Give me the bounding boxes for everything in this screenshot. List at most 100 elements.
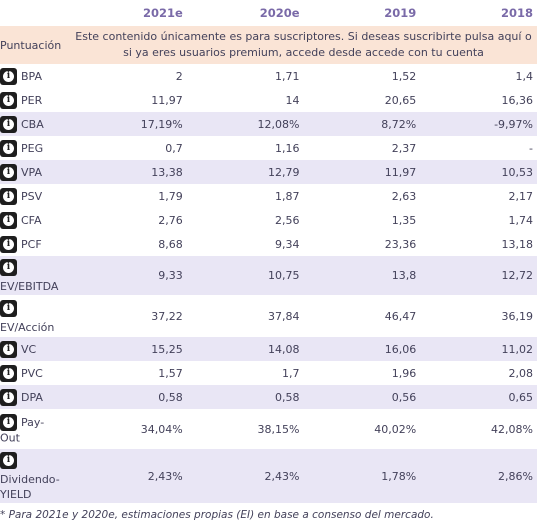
info-icon[interactable]: i: [0, 211, 17, 229]
info-icon[interactable]: i: [0, 187, 17, 205]
table-row: i CFA 2,76 2,56 1,35 1,74: [0, 208, 537, 232]
value-2018: 13,18: [420, 232, 537, 256]
value-2019: 2,37: [303, 136, 421, 160]
puntuacion-label: Puntuación: [0, 26, 70, 64]
row-label: i EV/EBITDA: [0, 256, 70, 295]
table-header-row: 2021e 2020e 2019 2018: [0, 0, 537, 26]
row-label: i PSV: [0, 184, 70, 208]
row-label: i Dividendo- YIELD: [0, 449, 70, 503]
info-icon[interactable]: i: [0, 388, 17, 406]
table-row: i VC 15,25 14,08 16,06 11,02: [0, 337, 537, 361]
row-label: i EV/Acción: [0, 295, 70, 337]
header-2019: 2019: [303, 0, 421, 26]
value-2021e: 34,04%: [70, 409, 187, 449]
info-icon[interactable]: i: [0, 340, 17, 358]
value-2020e: 12,08%: [186, 112, 304, 136]
value-2019: 46,47: [303, 295, 421, 337]
value-2021e: 37,22: [70, 295, 187, 337]
value-2020e: 14: [186, 88, 304, 112]
value-2020e: 37,84: [186, 295, 304, 337]
value-2021e: 0,7: [70, 136, 187, 160]
value-2018: 0,65: [420, 385, 537, 409]
value-2018: 42,08%: [420, 409, 537, 449]
info-icon[interactable]: i: [0, 299, 17, 317]
table-row: i PEG 0,7 1,16 2,37 -: [0, 136, 537, 160]
table-row: i BPA 2 1,71 1,52 1,4: [0, 64, 537, 88]
info-icon[interactable]: i: [0, 115, 17, 133]
value-2018: 11,02: [420, 337, 537, 361]
row-label: i PCF: [0, 232, 70, 256]
value-2020e: 1,71: [186, 64, 304, 88]
table-row: i EV/Acción 37,22 37,84 46,47 36,19: [0, 295, 537, 337]
table-row: i PSV 1,79 1,87 2,63 2,17: [0, 184, 537, 208]
row-label: i Pay- Out: [0, 409, 70, 449]
table-row: i PCF 8,68 9,34 23,36 13,18: [0, 232, 537, 256]
value-2019: 20,65: [303, 88, 421, 112]
row-label: i PER: [0, 88, 70, 112]
row-label: i PEG: [0, 136, 70, 160]
value-2021e: 15,25: [70, 337, 187, 361]
header-2018: 2018: [420, 0, 537, 26]
info-icon[interactable]: i: [0, 235, 17, 253]
value-2020e: 1,16: [186, 136, 304, 160]
value-2018: 12,72: [420, 256, 537, 295]
value-2020e: 0,58: [186, 385, 304, 409]
value-2019: 23,36: [303, 232, 421, 256]
table-row: i VPA 13,38 12,79 11,97 10,53: [0, 160, 537, 184]
value-2019: 16,06: [303, 337, 421, 361]
table-row: i CBA 17,19% 12,08% 8,72% -9,97%: [0, 112, 537, 136]
value-2020e: 1,87: [186, 184, 304, 208]
value-2018: 10,53: [420, 160, 537, 184]
value-2019: 13,8: [303, 256, 421, 295]
value-2019: 2,63: [303, 184, 421, 208]
info-icon[interactable]: i: [0, 91, 17, 109]
info-icon[interactable]: i: [0, 413, 17, 431]
header-2020e: 2020e: [186, 0, 304, 26]
info-icon[interactable]: i: [0, 364, 17, 382]
table-row: i EV/EBITDA 9,33 10,75 13,8 12,72: [0, 256, 537, 295]
value-2021e: 2: [70, 64, 187, 88]
row-label: i VC: [0, 337, 70, 361]
value-2020e: 9,34: [186, 232, 304, 256]
info-icon[interactable]: i: [0, 139, 17, 157]
ratios-table: 2021e 2020e 2019 2018 Puntuación Este co…: [0, 0, 537, 503]
value-2021e: 1,57: [70, 361, 187, 385]
value-2018: -: [420, 136, 537, 160]
row-label: i BPA: [0, 64, 70, 88]
value-2018: 1,4: [420, 64, 537, 88]
value-2020e: 2,56: [186, 208, 304, 232]
value-2021e: 2,76: [70, 208, 187, 232]
info-icon[interactable]: i: [0, 67, 17, 85]
header-corner: [0, 0, 70, 26]
value-2018: 16,36: [420, 88, 537, 112]
info-icon[interactable]: i: [0, 163, 17, 181]
value-2019: 8,72%: [303, 112, 421, 136]
info-icon[interactable]: i: [0, 259, 17, 276]
value-2018: 1,74: [420, 208, 537, 232]
header-2021e: 2021e: [70, 0, 187, 26]
value-2018: 2,08: [420, 361, 537, 385]
value-2020e: 38,15%: [186, 409, 304, 449]
value-2021e: 13,38: [70, 160, 187, 184]
value-2018: -9,97%: [420, 112, 537, 136]
footnote: * Para 2021e y 2020e, estimaciones propi…: [0, 509, 434, 521]
value-2021e: 0,58: [70, 385, 187, 409]
premium-message-link[interactable]: Este contenido únicamente es para suscri…: [70, 26, 537, 64]
value-2019: 1,96: [303, 361, 421, 385]
row-label: i CBA: [0, 112, 70, 136]
premium-row: Puntuación Este contenido únicamente es …: [0, 26, 537, 64]
row-label: i DPA: [0, 385, 70, 409]
value-2020e: 1,7: [186, 361, 304, 385]
value-2020e: 10,75: [186, 256, 304, 295]
row-label: i CFA: [0, 208, 70, 232]
table-row: i PVC 1,57 1,7 1,96 2,08: [0, 361, 537, 385]
value-2019: 1,52: [303, 64, 421, 88]
value-2021e: 11,97: [70, 88, 187, 112]
value-2021e: 1,79: [70, 184, 187, 208]
value-2019: 40,02%: [303, 409, 421, 449]
value-2018: 36,19: [420, 295, 537, 337]
value-2018: 2,86%: [420, 449, 537, 503]
info-icon[interactable]: i: [0, 452, 17, 469]
value-2021e: 2,43%: [70, 449, 187, 503]
